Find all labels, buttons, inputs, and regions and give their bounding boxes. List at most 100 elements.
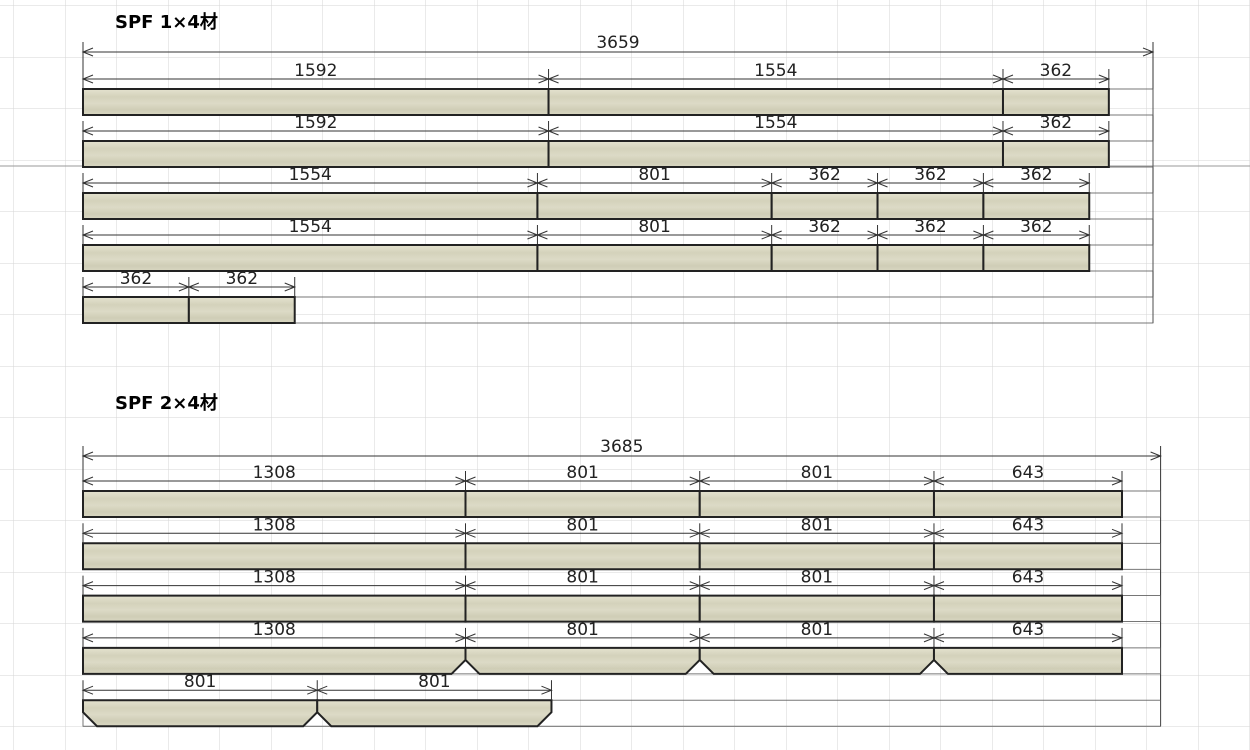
piece-length: 801	[566, 568, 598, 588]
cut-piece	[536, 192, 773, 220]
cut-piece	[1001, 140, 1110, 168]
cut-piece	[698, 490, 935, 518]
cut-piece	[698, 646, 935, 675]
cut-piece	[932, 490, 1124, 518]
piece-length: 801	[801, 620, 833, 640]
arrowhead	[932, 528, 945, 538]
cut-piece	[932, 594, 1124, 623]
piece-length: 362	[1020, 165, 1052, 185]
arrowhead	[698, 528, 710, 538]
cut-piece	[547, 88, 1004, 116]
piece-length: 362	[1040, 113, 1072, 133]
cut-piece	[770, 192, 879, 220]
cut-piece	[1001, 88, 1110, 116]
arrowhead	[536, 230, 548, 240]
arrowhead	[1001, 74, 1014, 84]
cut-piece	[876, 244, 985, 272]
piece-length: 362	[914, 217, 946, 237]
cut-piece	[982, 244, 1091, 272]
piece-length: 1308	[253, 515, 296, 535]
cut-piece	[876, 192, 985, 220]
arrowhead	[770, 230, 782, 240]
piece-length: 801	[566, 463, 598, 483]
piece-length: 801	[801, 568, 833, 588]
piece-length: 362	[808, 165, 840, 185]
piece-length: 643	[1012, 568, 1044, 588]
arrowhead	[932, 581, 945, 591]
piece-length: 801	[801, 515, 833, 535]
piece-length: 1308	[253, 463, 296, 483]
arrowhead	[547, 126, 559, 136]
arrowhead	[315, 685, 328, 695]
cut-piece	[82, 542, 467, 571]
cut-piece	[82, 296, 190, 324]
piece-length: 1554	[289, 217, 332, 237]
arrowhead	[876, 230, 888, 240]
arrowhead	[982, 230, 994, 240]
total-length: 3659	[596, 33, 639, 53]
piece-length: 801	[418, 672, 450, 692]
arrowhead	[876, 178, 888, 188]
arrowhead	[464, 581, 476, 591]
piece-length: 801	[566, 620, 598, 640]
cut-piece	[82, 646, 467, 675]
arrowhead	[464, 633, 476, 643]
piece-length: 362	[226, 269, 258, 289]
piece-length: 801	[638, 217, 670, 237]
arrowhead	[464, 528, 476, 538]
cut-piece	[82, 699, 319, 728]
arrowhead	[464, 476, 476, 486]
piece-length: 801	[566, 515, 598, 535]
arrowhead	[770, 178, 782, 188]
arrowhead	[698, 581, 710, 591]
piece-length: 801	[801, 463, 833, 483]
piece-length: 1308	[253, 568, 296, 588]
cut-piece	[932, 646, 1124, 675]
cut-piece	[464, 490, 701, 518]
piece-length: 643	[1012, 463, 1044, 483]
section-title: SPF 2×4材	[115, 392, 218, 414]
piece-length: 362	[808, 217, 840, 237]
piece-length: 362	[914, 165, 946, 185]
cut-piece	[82, 490, 467, 518]
cut-piece	[316, 699, 553, 728]
piece-length: 643	[1012, 620, 1044, 640]
cut-piece	[187, 296, 296, 324]
cut-piece	[982, 192, 1091, 220]
total-length: 3685	[600, 437, 643, 457]
cut-piece	[82, 192, 539, 220]
cut-piece	[698, 542, 935, 571]
piece-length: 643	[1012, 515, 1044, 535]
piece-length: 801	[184, 672, 216, 692]
cut-piece	[536, 244, 773, 272]
cut-piece	[932, 542, 1124, 571]
arrowhead	[1001, 126, 1014, 136]
cut-piece	[82, 140, 550, 168]
arrowhead	[932, 633, 945, 643]
piece-length: 362	[1020, 217, 1052, 237]
arrowhead	[187, 282, 200, 292]
arrowhead	[547, 74, 559, 84]
piece-length: 1592	[294, 61, 337, 81]
arrowhead	[932, 476, 945, 486]
piece-length: 1554	[754, 113, 797, 133]
piece-length: 1592	[294, 113, 337, 133]
cut-piece	[770, 244, 879, 272]
cut-piece	[82, 88, 550, 116]
piece-length: 362	[1040, 61, 1072, 81]
cut-piece	[82, 594, 467, 623]
piece-length: 1308	[253, 620, 296, 640]
cut-piece	[464, 594, 701, 623]
piece-length: 801	[638, 165, 670, 185]
piece-length: 362	[120, 269, 152, 289]
cut-piece	[547, 140, 1004, 168]
cut-piece	[82, 244, 539, 272]
cut-piece	[464, 542, 701, 571]
cut-piece	[464, 646, 701, 675]
cut-piece	[698, 594, 935, 623]
arrowhead	[698, 633, 710, 643]
arrowhead	[698, 476, 710, 486]
